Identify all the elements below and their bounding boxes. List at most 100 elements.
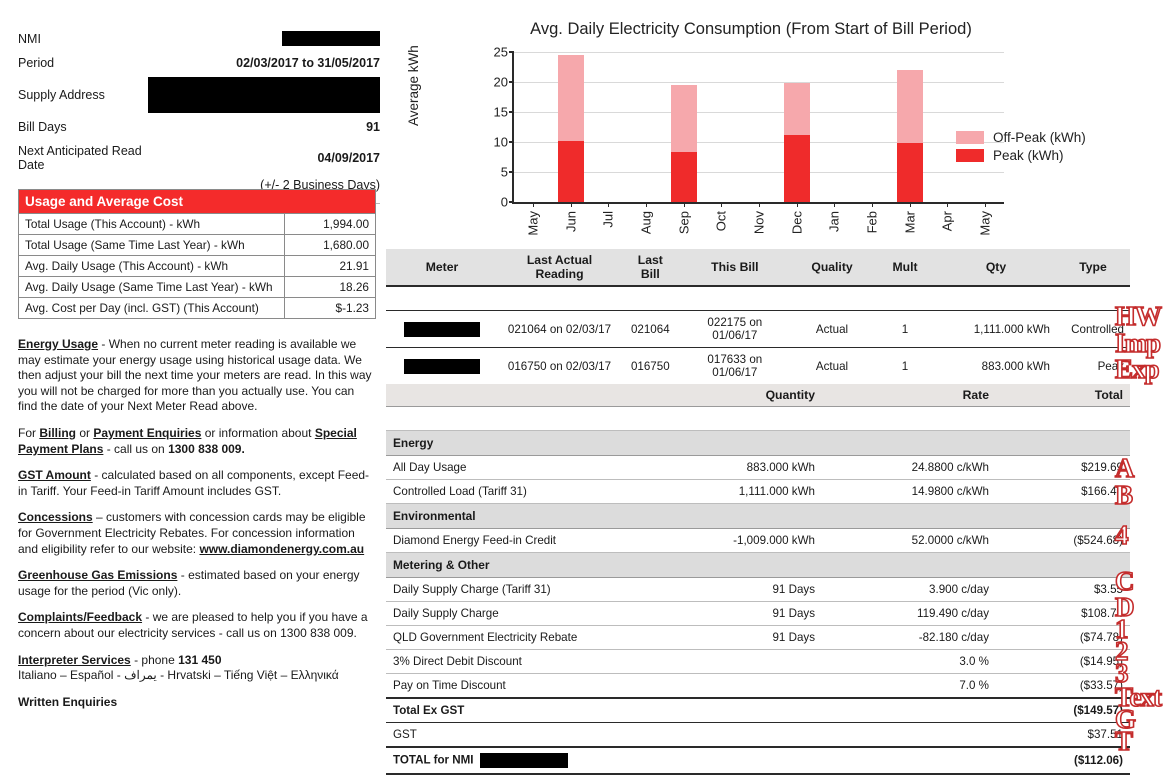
para-concessions: Concessions – customers with concession … <box>18 510 376 557</box>
meter-readings-title-row: Electricity Meter Readings <box>386 286 1130 311</box>
chart-bar-segment-off-peak <box>670 85 697 153</box>
chart-y-axis-label: Average kWh <box>406 45 421 126</box>
chart-y-tick-label: 15 <box>493 104 508 120</box>
billing-phone: 1300 838 009. <box>168 441 245 456</box>
usage-row-label: Total Usage (This Account) - kWh <box>18 213 285 235</box>
column-header <box>386 384 658 407</box>
chart-y-tick-label: 20 <box>493 74 508 90</box>
tariff-row-rate: 14.9800 c/kWh <box>822 479 996 504</box>
meter-id <box>386 310 498 348</box>
tariff-row: Diamond Energy Feed-in Credit -1,009.000 … <box>386 528 1130 553</box>
column-header: Qty <box>936 249 1056 287</box>
billing-link[interactable]: Billing <box>39 425 77 440</box>
tariff-row: Controlled Load (Tariff 31) 1,111.000 kWh… <box>386 479 1130 504</box>
chart-title: Avg. Daily Electricity Consumption (From… <box>530 20 972 38</box>
tariff-row-quantity: 883.000 kWh <box>658 455 822 480</box>
chart-x-tick-mark <box>796 202 798 207</box>
interpreter-languages: Italiano – Español - يمراف - Hrvatski – … <box>18 668 339 683</box>
margin-annotation: B <box>1114 480 1134 510</box>
usage-row-value: 1,680.00 <box>284 234 376 256</box>
usage-table-title: Usage and Average Cost <box>18 189 376 214</box>
chart-x-tick-label: Jun <box>563 211 579 232</box>
billing-mid2: or information about <box>201 425 315 440</box>
payment-enquiries-link[interactable]: Payment Enquiries <box>93 425 202 440</box>
redaction-block <box>404 358 480 374</box>
tariff-title-row: Electricity Tariff Breakdown <box>386 406 1130 431</box>
chart-x-tick-label: Oct <box>713 211 729 232</box>
tariff-row: GST $37.51 <box>386 722 1130 748</box>
tariff-row-quantity <box>658 673 822 699</box>
table-row: 016750 on 02/03/17 016750 017633 on 01/06/… <box>386 347 1130 385</box>
column-header: This Bill <box>679 249 790 287</box>
tariff-row: Pay on Time Discount 7.0 % ($33.57) <box>386 673 1130 699</box>
margin-annotation: D <box>1114 592 1135 622</box>
energy-usage-body: - When no current meter reading is avail… <box>18 337 372 414</box>
tariff-row-label: QLD Government Electricity Rebate <box>386 625 658 650</box>
information-text-block: Energy Usage - When no current meter rea… <box>18 337 376 721</box>
legend-item-off-peak: Off-Peak (kWh) <box>956 130 1086 145</box>
chart-bar-segment-off-peak <box>783 82 810 136</box>
chart-y-tick-mark <box>509 81 514 83</box>
tariff-row-label: Daily Supply Charge <box>386 601 658 626</box>
usage-table-header: Usage and Average Cost <box>18 189 376 214</box>
chart-bar-segment-peak <box>896 142 923 202</box>
chart-bar-segment-peak <box>670 152 697 202</box>
tariff-row: Total Ex GST ($149.57) <box>386 697 1130 723</box>
tariff-group-row: Energy <box>386 430 1130 456</box>
tariff-row-rate: 52.0000 c/kWh <box>822 528 996 553</box>
meter-readings-header-row: Meter Last Actual Reading Last Bill This Bi… <box>386 249 1130 287</box>
account-row-label: NMI <box>18 31 41 46</box>
consumption-chart: Avg. Daily Electricity Consumption (From… <box>386 6 1163 246</box>
margin-annotation: G <box>1114 704 1137 734</box>
last-bill: 016750 <box>620 347 680 385</box>
gst-heading: GST Amount <box>18 468 91 483</box>
chart-y-tick-mark <box>509 171 514 173</box>
para-energy-usage: Energy Usage - When no current meter rea… <box>18 337 376 415</box>
column-header: Last Actual Reading <box>498 249 621 287</box>
chart-bar-column: Apr <box>929 52 967 231</box>
margin-annotation: Imp <box>1114 328 1162 358</box>
tariff-row-label: All Day Usage <box>386 455 658 480</box>
para-complaints: Complaints/Feedback - we are pleased to … <box>18 610 376 641</box>
chart-bar-column: Mar <box>891 52 929 233</box>
tariff-row-rate: 7.0 % <box>822 673 996 699</box>
tariff-row-quantity <box>658 697 822 723</box>
tariff-row-label: Total Ex GST <box>386 697 658 723</box>
account-row-label: Supply Address <box>18 88 105 103</box>
chart-bar-column: May <box>966 52 1004 236</box>
tariff-title: Electricity Tariff Breakdown <box>386 406 1130 431</box>
account-row-value <box>148 26 380 51</box>
chart-x-tick-mark <box>834 202 836 207</box>
tariff-row-total: $166.43 <box>996 479 1130 504</box>
chart-gridline <box>514 52 1004 53</box>
chart-bar-stack <box>633 52 659 202</box>
interpreter-phone: 131 450 <box>178 652 222 667</box>
margin-annotation: A <box>1114 453 1135 483</box>
special-payment-plans-link[interactable]: Special Payment Plans <box>18 425 357 456</box>
chart-x-tick-label: Mar <box>902 211 918 234</box>
margin-annotation: 2 <box>1114 636 1129 666</box>
chart-x-tick-label: Aug <box>638 211 654 235</box>
usage-row-label: Avg. Cost per Day (incl. GST) (This Acco… <box>18 297 285 319</box>
tariff-header: Quantity Rate Total <box>386 384 1130 407</box>
account-row-label: Next Anticipated Read Date <box>18 144 142 173</box>
redaction-block <box>148 77 380 114</box>
chart-y-tick-label: 25 <box>493 44 508 60</box>
chart-bar-column: Oct <box>702 52 740 231</box>
para-billing: For Billing or Payment Enquiries or info… <box>18 426 376 457</box>
tariff-row: QLD Government Electricity Rebate 91 Days… <box>386 625 1130 650</box>
margin-annotation: T <box>1114 726 1134 756</box>
legend-swatch-off-peak <box>956 131 984 144</box>
chart-bar-stack <box>896 52 923 202</box>
billing-mid1: or <box>76 425 94 440</box>
usage-row-label: Avg. Daily Usage (This Account) - kWh <box>18 255 285 277</box>
meter-readings-header: Meter Last Actual Reading Last Bill This Bi… <box>386 249 1130 287</box>
tariff-row-quantity: 91 Days <box>658 577 822 602</box>
website-link[interactable]: www.diamondenergy.com.au <box>199 541 365 556</box>
chart-bar-stack <box>557 52 584 202</box>
last-actual-reading: 016750 on 02/03/17 <box>498 347 621 385</box>
account-row-value: (+/- 2 Business Days) <box>260 178 380 193</box>
type: Controlled <box>1056 310 1130 348</box>
legend-item-peak: Peak (kWh) <box>956 148 1086 163</box>
energy-usage-heading: Energy Usage <box>18 337 99 351</box>
